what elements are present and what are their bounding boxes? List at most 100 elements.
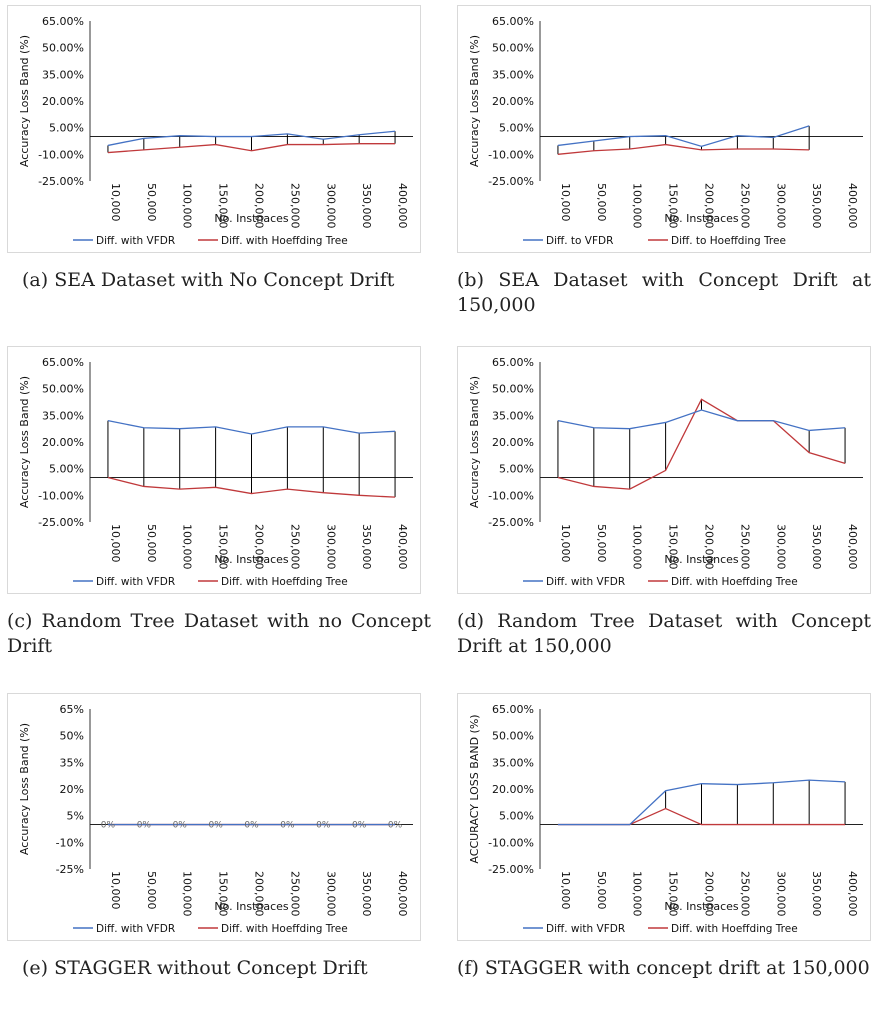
x-tick-label-a: 350,000	[360, 183, 373, 229]
data-label-e: 0%	[208, 821, 223, 831]
legend-label-c: Diff. with Hoeffding Tree	[221, 576, 348, 588]
x-tick-label-c: 100,000	[181, 524, 194, 570]
y-tick-label-a: 35.00%	[42, 68, 84, 81]
x-tick-label-c: 50,000	[145, 524, 158, 563]
chart-svg-c: 65.00% 50.00% 35.00% 20.00% 5.00% -10.00% -25.…	[18, 356, 413, 588]
caption-d: (d) Random Tree Dataset with Concept Dri…	[457, 610, 871, 657]
chart-panel-e: 65% 50% 35% 20% 5% -10% -25% Accuracy Loss Band…	[7, 693, 421, 941]
x-tick-label-f: 300,000	[774, 871, 787, 917]
x-tick-label-d: 250,000	[738, 524, 751, 570]
x-tick-label-a: 50,000	[145, 183, 158, 222]
x-tick-label-f: 400,000	[846, 871, 859, 917]
x-tick-label-d: 150,000	[667, 524, 680, 570]
data-label-e: 0%	[173, 821, 188, 831]
x-tick-label-b: 200,000	[703, 183, 716, 229]
series-line-hoeffding-b	[557, 143, 810, 155]
y-tick-label-b: 65.00%	[492, 15, 534, 28]
y-tick-label-e: 5%	[67, 810, 84, 823]
y-tick-label-b: 35.00%	[492, 68, 534, 81]
x-tick-label-d: 50,000	[595, 524, 608, 563]
data-label-e: 0%	[101, 821, 116, 831]
y-tick-label-d: 5.00%	[499, 463, 534, 476]
x-tick-label-e: 200,000	[253, 871, 266, 917]
caption-a: (a) SEA Dataset with No Concept Drift	[22, 269, 395, 291]
y-tick-label-f: -10.00%	[488, 836, 534, 849]
x-tick-label-c: 150,000	[217, 524, 230, 570]
y-tick-label-b: 50.00%	[492, 42, 534, 55]
x-axis-title-f: No. Instnaces	[664, 900, 739, 913]
x-tick-label-c: 350,000	[360, 524, 373, 570]
x-tick-label-e: 350,000	[360, 871, 373, 917]
x-tick-label-f: 50,000	[595, 871, 608, 910]
x-tick-label-c: 400,000	[396, 524, 409, 570]
x-tick-label-c: 250,000	[288, 524, 301, 570]
caption-c: (c) Random Tree Dataset with no Concept …	[7, 610, 431, 657]
y-tick-label-d: 20.00%	[492, 436, 534, 449]
x-tick-label-e: 50,000	[145, 871, 158, 910]
x-tick-label-d: 100,000	[631, 524, 644, 570]
x-tick-label-d: 400,000	[846, 524, 859, 570]
legend-label-c: Diff. with VFDR	[96, 576, 175, 588]
legend-label-d: Diff. with VFDR	[546, 576, 625, 588]
chart-svg-a: 65.00% 50.00% 35.00% 20.00% 5.00% -10.00% -25.…	[18, 15, 413, 247]
x-tick-label-b: 300,000	[774, 183, 787, 229]
y-tick-label-d: 50.00%	[492, 383, 534, 396]
y-tick-label-f: 35.00%	[492, 756, 534, 769]
x-tick-label-b: 150,000	[667, 183, 680, 229]
x-tick-label-c: 10,000	[109, 524, 122, 563]
series-line-vfdr-b	[557, 125, 810, 148]
x-axis-title-e: No. Instnaces	[214, 900, 289, 913]
x-tick-label-a: 400,000	[396, 183, 409, 229]
y-tick-label-c: 35.00%	[42, 409, 84, 422]
chart-svg-d: 65.00% 50.00% 35.00% 20.00% 5.00% -10.00% -25.…	[468, 356, 863, 588]
legend-label-a: Diff. with Hoeffding Tree	[221, 235, 348, 247]
y-axis-title-e: Accuracy Loss Band (%)	[18, 723, 31, 855]
y-tick-label-c: 65.00%	[42, 356, 84, 369]
x-tick-label-c: 300,000	[324, 524, 337, 570]
x-tick-label-f: 350,000	[810, 871, 823, 917]
data-label-e: 0%	[352, 821, 367, 831]
x-tick-label-a: 10,000	[109, 183, 122, 222]
chart-svg-f: 65.00% 50.00% 35.00% 20.00% 5.00% -10.00% -25.…	[468, 703, 863, 935]
x-tick-label-e: 250,000	[288, 871, 301, 917]
x-tick-label-d: 10,000	[559, 524, 572, 563]
series-line-vfdr-f	[557, 779, 846, 826]
chart-panel-d: 65.00% 50.00% 35.00% 20.00% 5.00% -10.00% -25.…	[457, 346, 871, 594]
caption-e: (e) STAGGER without Concept Drift	[22, 957, 368, 979]
x-axis-title-a: No. Instnaces	[214, 212, 289, 225]
x-tick-label-f: 100,000	[631, 871, 644, 917]
x-axis-title-b: No. Instnaces	[664, 212, 739, 225]
y-tick-label-b: -10.00%	[488, 148, 534, 161]
x-tick-label-a: 100,000	[181, 183, 194, 229]
x-tick-label-e: 150,000	[217, 871, 230, 917]
series-line-vfdr-c	[107, 420, 396, 435]
x-axis-title-d: No. Instances	[664, 553, 739, 566]
x-tick-label-f: 250,000	[738, 871, 751, 917]
y-axis-title-b: Accuracy Loss Band (%)	[468, 35, 481, 167]
data-label-e: 0%	[244, 821, 259, 831]
y-axis-title-f: ACCURACY LOSS BAND (%)	[468, 714, 481, 863]
y-tick-label-c: -25.00%	[38, 516, 84, 529]
x-axis-title-c: No. Instnaces	[214, 553, 289, 566]
x-tick-label-e: 300,000	[324, 871, 337, 917]
x-tick-label-a: 300,000	[324, 183, 337, 229]
legend-label-e: Diff. with Hoeffding Tree	[221, 923, 348, 935]
y-tick-label-b: 20.00%	[492, 95, 534, 108]
legend-label-b: Diff. to VFDR	[546, 235, 613, 247]
legend-label-f: Diff. with Hoeffding Tree	[671, 923, 798, 935]
y-tick-label-e: 35%	[60, 756, 84, 769]
chart-panel-c: 65.00% 50.00% 35.00% 20.00% 5.00% -10.00% -25.…	[7, 346, 421, 594]
chart-panel-a: 65.00% 50.00% 35.00% 20.00% 5.00% -10.00% -25.…	[7, 5, 421, 253]
x-tick-label-d: 350,000	[810, 524, 823, 570]
x-tick-label-d: 200,000	[703, 524, 716, 570]
y-tick-label-d: 35.00%	[492, 409, 534, 422]
x-tick-label-b: 10,000	[559, 183, 572, 222]
data-label-e: 0%	[388, 821, 403, 831]
series-line-hoeffding-c	[107, 476, 396, 498]
y-tick-label-e: 20%	[60, 783, 84, 796]
x-tick-label-e: 10,000	[109, 871, 122, 910]
caption-f: (f) STAGGER with concept drift at 150,00…	[457, 957, 870, 979]
x-tick-label-b: 400,000	[846, 183, 859, 229]
legend-label-f: Diff. with VFDR	[546, 923, 625, 935]
data-label-e: 0%	[316, 821, 331, 831]
